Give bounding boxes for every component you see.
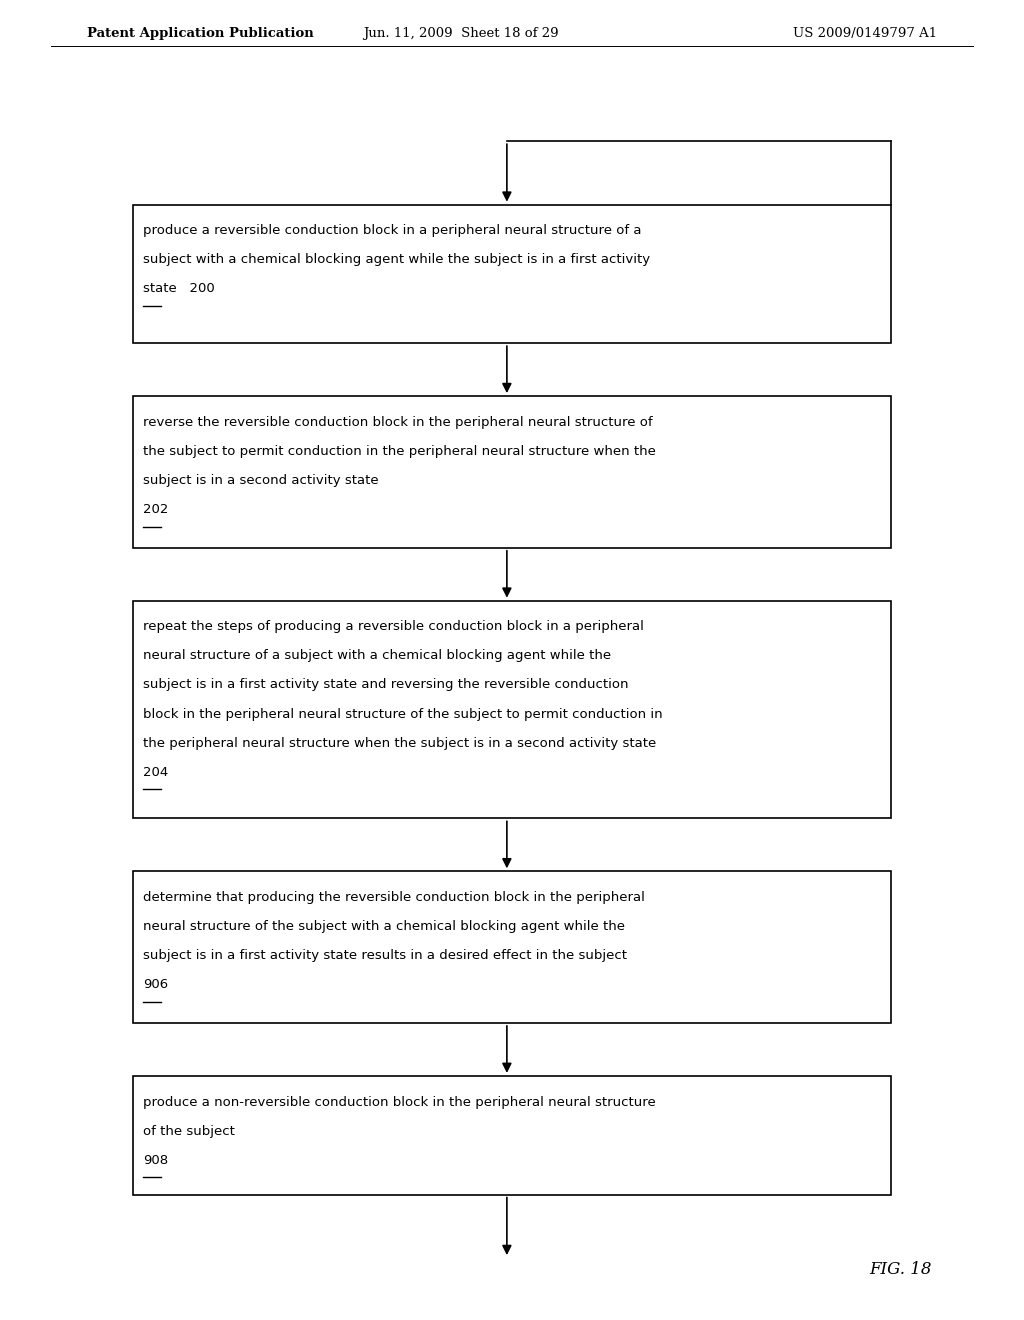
Text: repeat the steps of producing a reversible conduction block in a peripheral: repeat the steps of producing a reversib… bbox=[143, 620, 644, 634]
Text: 906: 906 bbox=[143, 978, 169, 991]
Bar bbox=[133, 396, 891, 548]
Text: produce a non-reversible conduction block in the peripheral neural structure: produce a non-reversible conduction bloc… bbox=[143, 1096, 656, 1109]
Text: 204: 204 bbox=[143, 766, 169, 779]
Text: neural structure of a subject with a chemical blocking agent while the: neural structure of a subject with a che… bbox=[143, 649, 611, 663]
Bar bbox=[133, 871, 891, 1023]
Text: of the subject: of the subject bbox=[143, 1125, 236, 1138]
Text: subject is in a second activity state: subject is in a second activity state bbox=[143, 474, 379, 487]
Text: produce a reversible conduction block in a peripheral neural structure of a: produce a reversible conduction block in… bbox=[143, 224, 642, 238]
Text: subject with a chemical blocking agent while the subject is in a first activity: subject with a chemical blocking agent w… bbox=[143, 253, 650, 267]
Text: subject is in a first activity state and reversing the reversible conduction: subject is in a first activity state and… bbox=[143, 678, 629, 692]
Text: Jun. 11, 2009  Sheet 18 of 29: Jun. 11, 2009 Sheet 18 of 29 bbox=[362, 28, 559, 40]
Text: FIG. 18: FIG. 18 bbox=[869, 1262, 932, 1278]
Text: Patent Application Publication: Patent Application Publication bbox=[87, 28, 313, 40]
Text: subject is in a first activity state results in a desired effect in the subject: subject is in a first activity state res… bbox=[143, 949, 628, 962]
Text: block in the peripheral neural structure of the subject to permit conduction in: block in the peripheral neural structure… bbox=[143, 708, 663, 721]
Text: the subject to permit conduction in the peripheral neural structure when the: the subject to permit conduction in the … bbox=[143, 445, 656, 458]
Text: 908: 908 bbox=[143, 1154, 169, 1167]
Bar bbox=[133, 205, 891, 343]
Bar bbox=[133, 601, 891, 818]
Text: determine that producing the reversible conduction block in the peripheral: determine that producing the reversible … bbox=[143, 891, 645, 904]
Text: US 2009/0149797 A1: US 2009/0149797 A1 bbox=[793, 28, 937, 40]
Text: neural structure of the subject with a chemical blocking agent while the: neural structure of the subject with a c… bbox=[143, 920, 626, 933]
Text: reverse the reversible conduction block in the peripheral neural structure of: reverse the reversible conduction block … bbox=[143, 416, 653, 429]
Text: 202: 202 bbox=[143, 503, 169, 516]
Text: the peripheral neural structure when the subject is in a second activity state: the peripheral neural structure when the… bbox=[143, 737, 656, 750]
Bar bbox=[133, 1076, 891, 1195]
Text: state   200: state 200 bbox=[143, 282, 215, 296]
